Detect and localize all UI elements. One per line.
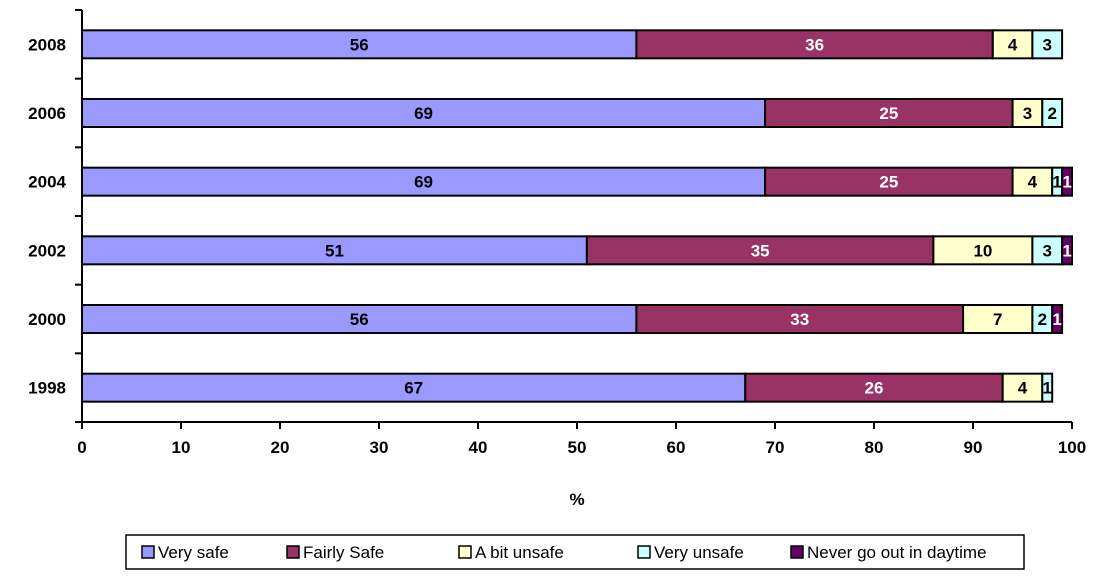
bar-2000-never-go-out-in-daytime — [1051, 304, 1064, 334]
data-label-2004-a-bit-unsafe: 4 — [1028, 173, 1038, 192]
data-label-2008-very-safe: 56 — [350, 35, 369, 54]
axes-layer: 2008 2006 2004 2002 2000 1998 0 10 20 30 40 50 60 70 8… — [28, 9, 1086, 457]
legend-label-a-bit-unsafe: A bit unsafe — [475, 543, 564, 562]
data-label-2000-a-bit-unsafe: 7 — [993, 310, 1002, 329]
x-tick-label-20: 20 — [271, 438, 290, 457]
data-label-2004-very-safe: 69 — [414, 173, 433, 192]
data-label-2002-very-unsafe: 3 — [1043, 241, 1052, 260]
legend-item-very-safe: Very safe — [141, 543, 229, 562]
x-tick-label-10: 10 — [172, 438, 191, 457]
x-tick-label-100: 100 — [1058, 438, 1086, 457]
x-axis-title: % — [569, 490, 584, 509]
bar-1998-very-unsafe — [1041, 372, 1054, 403]
x-tick-label-30: 30 — [370, 438, 389, 457]
bar-1998-a-bit-unsafe — [1001, 372, 1044, 403]
legend-label-never-go-out-in-daytime: Never go out in daytime — [807, 543, 987, 562]
bar-2000-very-safe — [81, 304, 638, 334]
legend-swatch-never-go-out-in-daytime — [790, 545, 804, 559]
bar-2008-very-unsafe — [1031, 29, 1064, 60]
data-label-2006-fairly-safe: 25 — [879, 104, 898, 123]
data-label-2002-fairly-safe: 35 — [751, 241, 770, 260]
data-label-2006-very-unsafe: 2 — [1047, 104, 1056, 123]
data-label-2004-fairly-safe: 25 — [879, 173, 898, 192]
bar-2006-fairly-safe — [764, 98, 1014, 128]
bars-layer: 56 36 4 369 25 3 269 25 4 1 151 35 10 3 156 33 7 2 167 26 4 1 — [81, 29, 1073, 403]
bar-2002-never-go-out-in-daytime — [1061, 235, 1073, 266]
legend-swatch-very-safe — [141, 545, 155, 559]
data-label-2008-very-unsafe: 3 — [1043, 35, 1052, 54]
data-label-1998-very-unsafe: 1 — [1043, 379, 1052, 398]
legend-item-very-unsafe: Very unsafe — [637, 543, 744, 562]
data-label-2000-very-unsafe: 2 — [1038, 310, 1047, 329]
data-label-2004-never-go-out-in-daytime: 1 — [1062, 173, 1071, 192]
legend-swatch-very-unsafe — [637, 545, 651, 559]
bar-2008-fairly-safe — [635, 29, 994, 60]
legend-item-never-go-out-in-daytime: Never go out in daytime — [790, 543, 987, 562]
category-label-2002: 2002 — [28, 241, 66, 260]
legend-label-fairly-safe: Fairly Safe — [303, 543, 384, 562]
legend-label-very-safe: Very safe — [158, 543, 229, 562]
x-tick-label-50: 50 — [568, 438, 587, 457]
data-label-2004-very-unsafe: 1 — [1052, 173, 1061, 192]
legend: Very safe Fairly Safe A bit unsafe Very uns… — [125, 534, 1025, 570]
legend-label-very-unsafe: Very unsafe — [654, 543, 744, 562]
bar-2004-a-bit-unsafe — [1011, 166, 1054, 197]
legend-item-a-bit-unsafe: A bit unsafe — [458, 543, 564, 562]
x-tick-label-60: 60 — [667, 438, 686, 457]
category-label-1998: 1998 — [28, 379, 66, 398]
category-label-2004: 2004 — [28, 173, 66, 192]
data-label-1998-very-safe: 67 — [404, 379, 423, 398]
bar-1998-fairly-safe — [744, 372, 1004, 403]
bar-2006-very-unsafe — [1041, 98, 1064, 128]
data-label-2002-very-safe: 51 — [325, 241, 344, 260]
data-label-2002-a-bit-unsafe: 10 — [973, 241, 992, 260]
bar-2006-very-safe — [81, 98, 767, 128]
bar-2000-a-bit-unsafe — [962, 304, 1034, 334]
data-label-1998-fairly-safe: 26 — [865, 379, 884, 398]
x-tick-label-90: 90 — [964, 438, 983, 457]
data-label-2006-a-bit-unsafe: 3 — [1023, 104, 1032, 123]
x-tick-label-80: 80 — [865, 438, 884, 457]
category-label-2008: 2008 — [28, 35, 66, 54]
data-label-2008-a-bit-unsafe: 4 — [1008, 35, 1018, 54]
x-tick-label-40: 40 — [469, 438, 488, 457]
data-label-2000-never-go-out-in-daytime: 1 — [1052, 310, 1061, 329]
legend-box — [125, 534, 1025, 570]
legend-swatch-a-bit-unsafe — [458, 545, 472, 559]
bar-2004-never-go-out-in-daytime — [1061, 166, 1073, 197]
legend-item-fairly-safe: Fairly Safe — [286, 543, 384, 562]
bar-2002-very-safe — [81, 235, 588, 266]
data-label-1998-a-bit-unsafe: 4 — [1018, 379, 1028, 398]
data-label-2008-fairly-safe: 36 — [805, 35, 824, 54]
x-tick-label-70: 70 — [766, 438, 785, 457]
legend-swatch-fairly-safe — [286, 545, 300, 559]
bar-2002-a-bit-unsafe — [932, 235, 1034, 266]
bar-2000-fairly-safe — [635, 304, 965, 334]
category-label-2006: 2006 — [28, 104, 66, 123]
data-label-2000-very-safe: 56 — [350, 310, 369, 329]
data-label-2000-fairly-safe: 33 — [790, 310, 809, 329]
data-label-2002-never-go-out-in-daytime: 1 — [1062, 241, 1071, 260]
category-label-2000: 2000 — [28, 310, 66, 329]
data-label-2006-very-safe: 69 — [414, 104, 433, 123]
x-tick-label-0: 0 — [77, 438, 86, 457]
bar-2008-a-bit-unsafe — [991, 29, 1034, 60]
